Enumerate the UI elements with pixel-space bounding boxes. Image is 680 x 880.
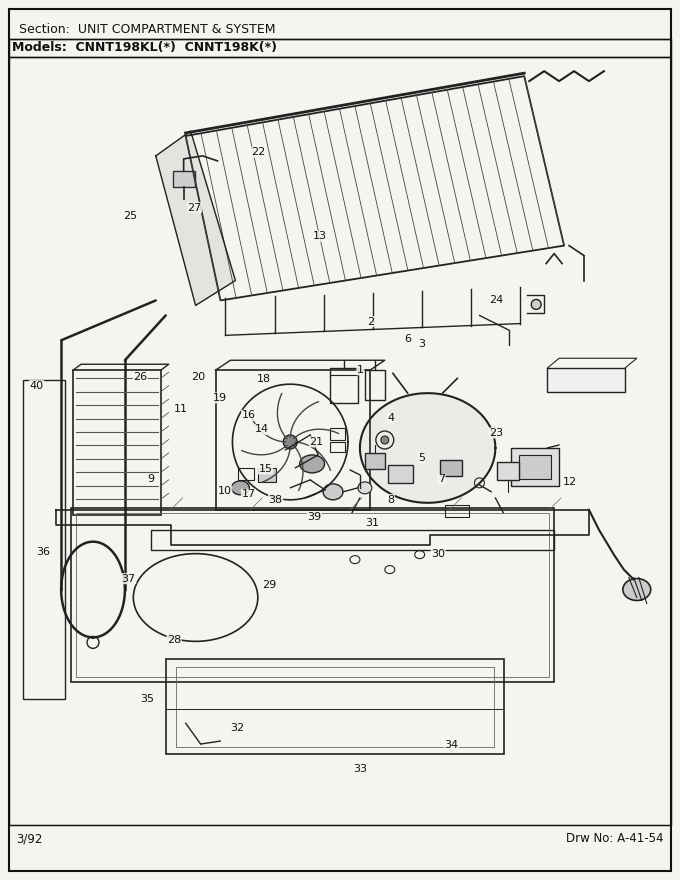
Text: 21: 21 <box>309 436 324 447</box>
Text: 28: 28 <box>167 635 181 645</box>
Bar <box>175 667 494 747</box>
Bar <box>511 448 559 486</box>
Text: 6: 6 <box>404 334 411 344</box>
Text: 15: 15 <box>258 464 273 474</box>
Text: 40: 40 <box>29 381 44 391</box>
Bar <box>388 465 413 483</box>
Text: 7: 7 <box>438 474 445 485</box>
Text: 38: 38 <box>269 495 283 504</box>
Polygon shape <box>156 131 235 305</box>
Bar <box>76 513 549 678</box>
Bar <box>439 460 462 476</box>
Text: 30: 30 <box>431 549 445 559</box>
Text: 23: 23 <box>489 428 503 438</box>
Bar <box>23 380 65 700</box>
Text: 9: 9 <box>147 474 154 485</box>
Bar <box>445 505 469 517</box>
Text: 3: 3 <box>418 339 425 348</box>
Bar <box>10 57 670 825</box>
Text: 19: 19 <box>212 392 226 403</box>
Bar <box>239 468 254 480</box>
Text: 37: 37 <box>122 574 136 583</box>
Bar <box>547 368 625 392</box>
Bar <box>166 659 505 754</box>
Bar <box>71 508 554 682</box>
Text: 3/92: 3/92 <box>16 832 43 845</box>
Text: 26: 26 <box>133 372 148 382</box>
Bar <box>216 370 370 510</box>
Text: 13: 13 <box>313 231 326 241</box>
Text: 11: 11 <box>174 404 188 414</box>
Text: 25: 25 <box>123 211 137 221</box>
Text: 33: 33 <box>354 764 367 774</box>
Text: 18: 18 <box>257 374 271 384</box>
Bar <box>330 442 345 452</box>
Text: 17: 17 <box>241 489 256 499</box>
Bar <box>330 368 358 403</box>
Polygon shape <box>360 393 495 502</box>
Ellipse shape <box>231 480 250 495</box>
Ellipse shape <box>381 436 389 444</box>
Text: 31: 31 <box>366 518 379 528</box>
Text: 35: 35 <box>140 693 154 704</box>
Text: 2: 2 <box>367 317 374 326</box>
Text: 5: 5 <box>418 452 425 463</box>
Bar <box>258 468 276 482</box>
Text: 20: 20 <box>190 372 205 382</box>
Text: Section:  UNIT COMPARTMENT & SYSTEM: Section: UNIT COMPARTMENT & SYSTEM <box>19 23 276 36</box>
Bar <box>73 370 160 515</box>
Text: 10: 10 <box>218 486 232 495</box>
Bar <box>151 530 554 550</box>
Ellipse shape <box>284 435 297 449</box>
Ellipse shape <box>300 455 324 473</box>
Bar <box>520 455 551 479</box>
Text: 34: 34 <box>445 740 459 751</box>
Text: 36: 36 <box>36 547 50 557</box>
Text: 4: 4 <box>387 413 394 423</box>
Text: 1: 1 <box>357 365 364 375</box>
Text: 24: 24 <box>489 295 503 304</box>
Text: 32: 32 <box>230 722 244 733</box>
Bar <box>330 428 345 440</box>
Text: Models:  CNNT198KL(*)  CNNT198K(*): Models: CNNT198KL(*) CNNT198K(*) <box>12 41 277 55</box>
Bar <box>365 370 385 400</box>
Ellipse shape <box>531 299 541 310</box>
Bar <box>497 462 520 480</box>
Text: Drw No: A-41-54: Drw No: A-41-54 <box>566 832 664 845</box>
Text: 8: 8 <box>387 495 394 504</box>
Text: 29: 29 <box>262 580 276 590</box>
Bar <box>365 453 385 469</box>
Bar <box>173 171 194 187</box>
Text: 12: 12 <box>563 477 577 488</box>
Bar <box>10 40 670 57</box>
Text: 22: 22 <box>252 147 266 158</box>
Ellipse shape <box>623 578 651 600</box>
Text: 39: 39 <box>307 512 322 522</box>
Text: 16: 16 <box>241 410 256 421</box>
Text: 27: 27 <box>187 202 201 213</box>
Ellipse shape <box>358 482 372 494</box>
Ellipse shape <box>323 484 343 500</box>
Text: 14: 14 <box>255 424 269 435</box>
